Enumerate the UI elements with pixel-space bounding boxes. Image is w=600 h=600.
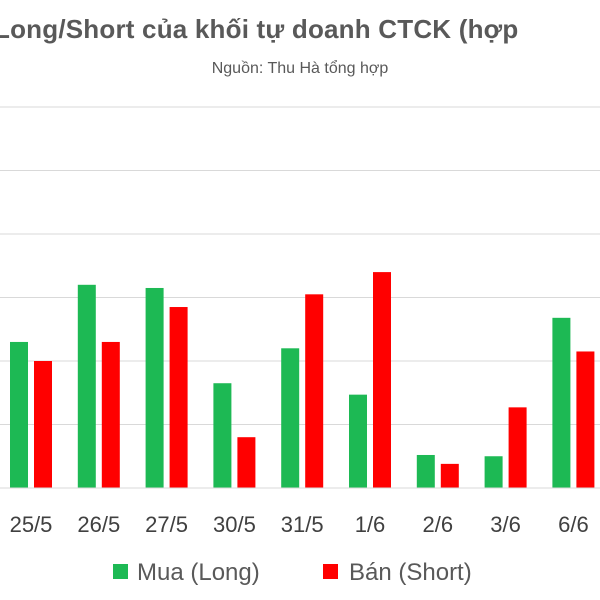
bar-ban-short (305, 294, 324, 488)
x-tick-label: 6/6 (558, 512, 589, 537)
bar-ban-short (237, 437, 256, 488)
x-tick-label: 3/6 (490, 512, 521, 537)
bar-ban-short (101, 341, 120, 488)
bar-ban-short (576, 351, 595, 488)
legend-label-mua-long: Mua (Long) (137, 559, 260, 586)
bar-ban-short (440, 463, 459, 488)
x-tick-label: 30/5 (213, 512, 256, 537)
chart-title: Long/Short của khối tự doanh CTCK (hợp (0, 14, 519, 44)
legend: Mua (Long) Bán (Short) (113, 559, 472, 586)
x-tick-label: 1/6 (355, 512, 386, 537)
bar-mua-long (349, 394, 367, 488)
chart-subtitle: Nguồn: Thu Hà tổng hợp (211, 60, 389, 77)
legend-label-ban-short: Bán (Short) (349, 559, 472, 586)
x-tick-labels: 25/5 26/5 27/5 30/5 31/5 1/6 2/6 3/6 6/6 (10, 512, 589, 537)
bar-mua-long (145, 287, 164, 488)
bar-mua-long (213, 383, 232, 488)
bar-mua-long (552, 317, 571, 488)
gridlines (0, 106, 600, 425)
bar-mua-long (416, 454, 435, 488)
x-tick-label: 27/5 (145, 512, 188, 537)
bar-ban-short (34, 361, 52, 488)
bar-ban-short (169, 307, 188, 488)
bar-mua-long (484, 456, 503, 488)
x-tick-label: 25/5 (10, 512, 53, 537)
bar-mua-long (77, 284, 96, 488)
bar-ban-short (508, 407, 527, 488)
legend-swatch-ban-short (323, 564, 338, 579)
bar-ban-short (373, 272, 391, 488)
bar-mua-long (10, 341, 28, 488)
x-tick-label: 26/5 (77, 512, 120, 537)
legend-swatch-mua-long (113, 564, 128, 579)
bars (10, 272, 595, 488)
x-tick-label: 2/6 (423, 512, 454, 537)
x-tick-label: 31/5 (281, 512, 324, 537)
bar-mua-long (281, 348, 300, 488)
